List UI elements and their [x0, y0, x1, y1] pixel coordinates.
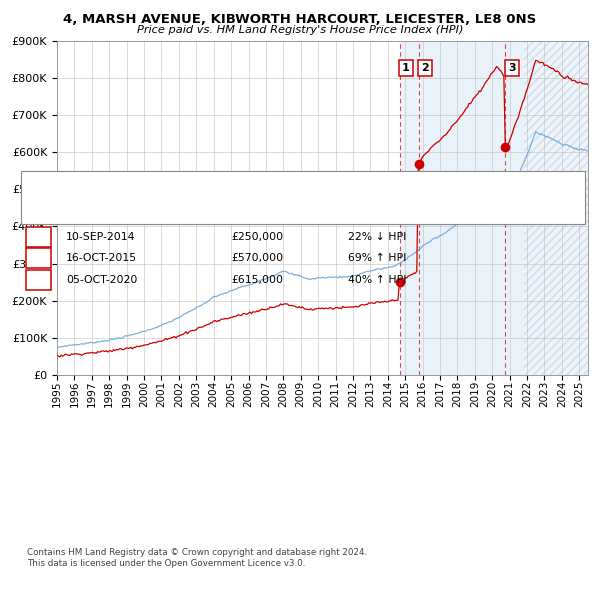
Text: 69% ↑ HPI: 69% ↑ HPI: [348, 254, 406, 263]
Text: 40% ↑ HPI: 40% ↑ HPI: [348, 275, 407, 284]
Text: 2: 2: [35, 254, 42, 263]
Text: 05-OCT-2020: 05-OCT-2020: [66, 275, 137, 284]
Text: 2: 2: [421, 63, 429, 73]
Text: 4, MARSH AVENUE, KIBWORTH HARCOURT,  LEICESTER,  LE8 0NS (detached house): 4, MARSH AVENUE, KIBWORTH HARCOURT, LEIC…: [63, 181, 470, 190]
Text: 4, MARSH AVENUE, KIBWORTH HARCOURT, LEICESTER, LE8 0NS: 4, MARSH AVENUE, KIBWORTH HARCOURT, LEIC…: [64, 13, 536, 26]
Text: HPI: Average price, detached house, Harborough: HPI: Average price, detached house, Harb…: [63, 196, 302, 205]
Text: 3: 3: [508, 63, 516, 73]
Text: 3: 3: [35, 275, 42, 284]
Bar: [400, 41, 524, 375]
Text: 1: 1: [402, 63, 410, 73]
Text: £615,000: £615,000: [231, 275, 283, 284]
Text: Price paid vs. HM Land Registry's House Price Index (HPI): Price paid vs. HM Land Registry's House …: [137, 25, 463, 35]
Text: 22% ↓ HPI: 22% ↓ HPI: [348, 232, 406, 242]
Text: 1: 1: [35, 232, 42, 242]
Text: This data is licensed under the Open Government Licence v3.0.: This data is licensed under the Open Gov…: [27, 559, 305, 568]
Text: £570,000: £570,000: [231, 254, 283, 263]
Bar: [524, 41, 588, 375]
Text: Contains HM Land Registry data © Crown copyright and database right 2024.: Contains HM Land Registry data © Crown c…: [27, 548, 367, 556]
Text: £250,000: £250,000: [231, 232, 283, 242]
Text: 10-SEP-2014: 10-SEP-2014: [66, 232, 136, 242]
Text: 16-OCT-2015: 16-OCT-2015: [66, 254, 137, 263]
